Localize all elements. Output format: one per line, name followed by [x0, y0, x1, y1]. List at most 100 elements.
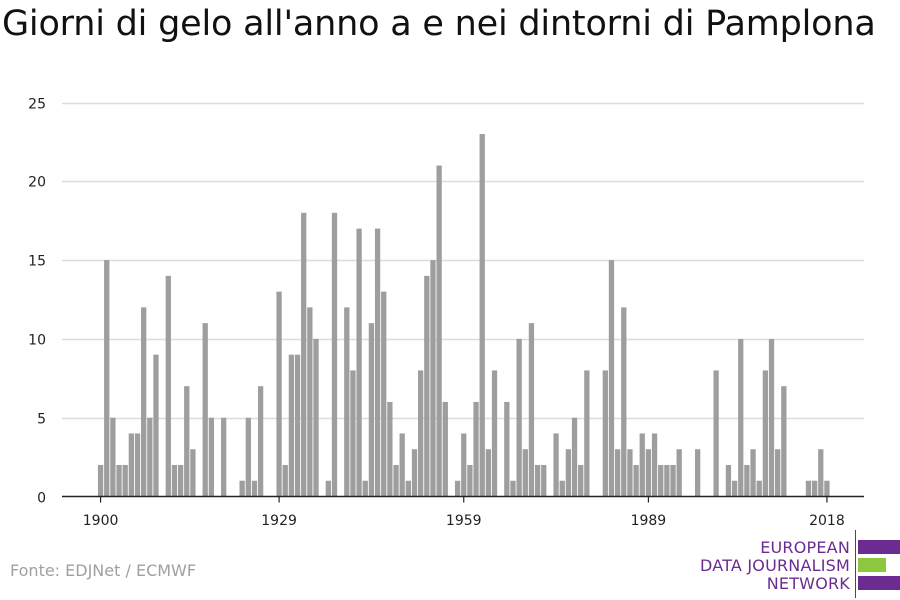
bar-2000: [713, 370, 719, 497]
bar-1963: [485, 449, 492, 497]
bar-1942: [356, 228, 362, 497]
bar-1941: [350, 370, 356, 497]
bar-1950: [405, 480, 411, 497]
bar-1953: [424, 275, 430, 497]
logo-divider: [855, 530, 856, 598]
bar-1960: [467, 464, 473, 497]
logo-bar-green: [858, 558, 886, 572]
bar-2002: [725, 464, 732, 497]
bar-2007: [756, 480, 762, 497]
bar-2004: [738, 338, 744, 497]
logo-text-european: EUROPEAN: [760, 538, 850, 557]
bar-1900: [97, 464, 104, 497]
bar-1966: [504, 401, 510, 497]
bar-1964: [491, 370, 498, 497]
bar-1944: [368, 323, 375, 497]
bar-1935: [313, 338, 319, 497]
bar-1991: [658, 464, 664, 497]
bar-2017: [818, 449, 824, 497]
bar-1955: [436, 165, 442, 497]
bar-1903: [116, 464, 122, 497]
bar-1915: [190, 449, 196, 497]
bar-1968: [516, 338, 522, 497]
source-note: Fonte: EDJNet / ECMWF: [10, 561, 197, 580]
bar-1958: [454, 480, 461, 497]
y-tick-label: 20: [28, 175, 46, 191]
y-tick-label: 25: [28, 97, 46, 113]
logo-bar-purple-top: [858, 540, 900, 554]
bar-1914: [184, 386, 190, 497]
bar-1992: [664, 464, 670, 497]
bar-1961: [473, 401, 479, 497]
bar-1940: [344, 307, 350, 497]
bar-1982: [602, 370, 608, 497]
bar-1911: [165, 275, 171, 497]
bar-1924: [245, 417, 251, 497]
bar-1902: [110, 417, 116, 497]
bar-1976: [565, 449, 572, 497]
bar-2003: [731, 480, 738, 497]
bar-1985: [621, 307, 627, 497]
bar-1994: [676, 449, 682, 497]
y-tick-label: 15: [28, 254, 46, 270]
bar-1938: [331, 212, 338, 497]
bar-1971: [534, 464, 541, 497]
bar-1909: [153, 354, 159, 497]
bar-2011: [781, 386, 787, 497]
bar-1954: [430, 260, 436, 497]
bar-1956: [442, 401, 448, 497]
bar-1984: [614, 449, 621, 497]
bar-1990: [651, 433, 658, 497]
x-tick-label: 1959: [446, 513, 482, 529]
bar-2010: [775, 449, 781, 497]
logo-text-data-journalism: DATA JOURNALISM: [700, 556, 850, 575]
bar-1920: [221, 417, 227, 497]
bar-1945: [374, 228, 381, 497]
bar-1983: [608, 260, 615, 497]
y-tick-label: 10: [28, 333, 46, 349]
edjnet-logo: EUROPEAN DATA JOURNALISM NETWORK: [700, 530, 900, 598]
bars: [97, 134, 830, 497]
bar-1962: [479, 134, 485, 497]
bar-1952: [418, 370, 424, 497]
bar-1918: [208, 417, 215, 497]
bar-1979: [584, 370, 590, 497]
bar-2008: [762, 370, 769, 497]
bar-1904: [122, 464, 128, 497]
y-tick-label: 0: [37, 491, 46, 507]
bar-2009: [768, 338, 775, 497]
bar-1975: [559, 480, 565, 497]
gridlines: [62, 102, 864, 420]
bar-1906: [134, 433, 141, 497]
bar-1972: [541, 464, 547, 497]
bar-1901: [104, 260, 110, 497]
bar-1967: [510, 480, 516, 497]
logo-text-network: NETWORK: [766, 574, 850, 593]
x-tick-label: 1900: [83, 513, 119, 529]
bar-1934: [307, 307, 313, 497]
bar-1946: [381, 291, 387, 497]
bar-2006: [750, 449, 756, 497]
bar-1907: [141, 307, 147, 497]
bar-1932: [294, 354, 301, 497]
bar-1925: [251, 480, 258, 497]
x-tick-label: 1989: [631, 513, 667, 529]
bar-1908: [147, 417, 153, 497]
chart-title: Giorni di gelo all'anno a e nei dintorni…: [2, 4, 876, 44]
y-axis-tick-labels: 0 5 10 15 20 25: [28, 97, 46, 507]
bar-1923: [239, 480, 245, 497]
bar-1969: [522, 449, 528, 497]
y-tick-label: 5: [37, 412, 46, 428]
x-tick-label: 2018: [809, 513, 845, 529]
bar-1959: [461, 433, 467, 497]
bar-1937: [325, 480, 331, 497]
x-axis-tick-labels: 1900 1929 1959 1989 2018: [83, 496, 845, 529]
bar-1929: [276, 291, 282, 497]
bar-1947: [387, 401, 393, 497]
bar-1988: [639, 433, 645, 497]
bar-1905: [128, 433, 134, 497]
bar-1943: [362, 480, 368, 497]
bar-1987: [633, 464, 639, 497]
x-tick-label: 1929: [261, 513, 297, 529]
